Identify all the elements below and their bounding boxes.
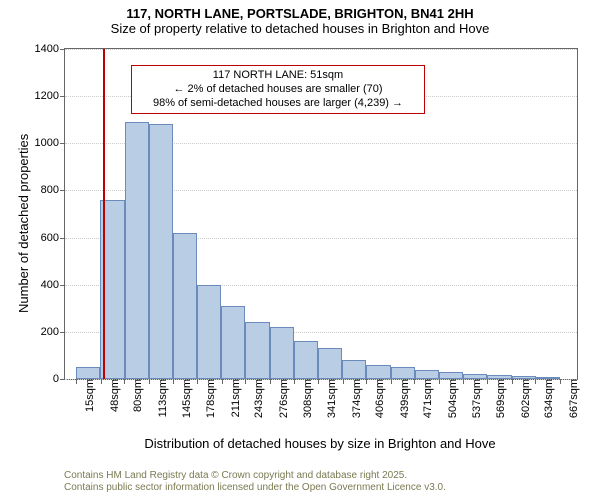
x-tick-label: 211sqm (226, 379, 242, 417)
chart-footer: Contains HM Land Registry data © Crown c… (64, 470, 446, 494)
histogram-bar (125, 122, 149, 379)
footer-line-2: Contains public sector information licen… (64, 482, 446, 494)
x-tick-label: 15sqm (80, 379, 96, 412)
x-tick-label: 634sqm (539, 379, 555, 418)
y-tick-label: 200 (41, 326, 65, 338)
chart-titles: 117, NORTH LANE, PORTSLADE, BRIGHTON, BN… (0, 0, 600, 36)
x-tick (366, 379, 367, 384)
x-tick-label: 471sqm (418, 379, 434, 418)
x-tick (149, 379, 150, 384)
x-tick (512, 379, 513, 384)
x-tick-label: 602sqm (516, 379, 532, 418)
x-axis-title: Distribution of detached houses by size … (64, 436, 576, 451)
x-tick (294, 379, 295, 384)
histogram-bar (270, 327, 294, 379)
x-tick (414, 379, 415, 384)
y-axis-title: Number of detached properties (16, 134, 31, 313)
x-tick-label: 537sqm (467, 379, 483, 418)
x-tick-label: 276sqm (274, 379, 290, 418)
y-tick-label: 800 (41, 184, 65, 196)
x-tick-label: 667sqm (564, 379, 580, 418)
histogram-bar (366, 365, 390, 379)
x-tick (560, 379, 561, 384)
x-tick-label: 113sqm (153, 379, 169, 417)
histogram-bar (149, 124, 173, 379)
x-tick (173, 379, 174, 384)
histogram-bar (197, 285, 221, 379)
x-tick (318, 379, 319, 384)
annotation-line: ← 2% of detached houses are smaller (70) (138, 83, 418, 97)
y-tick-label: 400 (41, 279, 65, 291)
x-tick (124, 379, 125, 384)
x-tick-label: 341sqm (322, 379, 338, 418)
y-tick-label: 1400 (35, 43, 65, 55)
property-marker-line (103, 49, 105, 379)
histogram-bar (173, 233, 197, 379)
x-tick (76, 379, 77, 384)
property-size-histogram: 117, NORTH LANE, PORTSLADE, BRIGHTON, BN… (0, 0, 600, 500)
histogram-bar (391, 367, 415, 379)
annotation-line: 98% of semi-detached houses are larger (… (138, 97, 418, 111)
chart-title-description: Size of property relative to detached ho… (0, 21, 600, 36)
histogram-bar (342, 360, 366, 379)
annotation-line: 117 NORTH LANE: 51sqm (138, 69, 418, 83)
x-tick-label: 308sqm (298, 379, 314, 418)
annotation-box: 117 NORTH LANE: 51sqm← 2% of detached ho… (131, 65, 425, 114)
plot-area: 020040060080010001200140015sqm48sqm80sqm… (64, 48, 578, 380)
y-tick-label: 1200 (35, 90, 65, 102)
y-tick-label: 0 (53, 373, 65, 385)
x-tick-label: 504sqm (443, 379, 459, 418)
x-tick (487, 379, 488, 384)
histogram-bar (439, 372, 463, 379)
x-tick (245, 379, 246, 384)
footer-line-1: Contains HM Land Registry data © Crown c… (64, 470, 446, 482)
x-tick (463, 379, 464, 384)
x-tick (343, 379, 344, 384)
histogram-bar (221, 306, 245, 379)
x-tick-label: 406sqm (370, 379, 386, 418)
x-tick (197, 379, 198, 384)
histogram-bar (415, 370, 439, 379)
x-tick (439, 379, 440, 384)
x-tick (391, 379, 392, 384)
histogram-bar (294, 341, 318, 379)
x-tick-label: 178sqm (201, 379, 217, 418)
histogram-bar (245, 322, 269, 379)
x-tick (535, 379, 536, 384)
x-tick (222, 379, 223, 384)
x-tick-label: 569sqm (491, 379, 507, 418)
x-tick (101, 379, 102, 384)
y-tick-label: 600 (41, 232, 65, 244)
x-tick-label: 374sqm (347, 379, 363, 418)
x-tick-label: 80sqm (128, 379, 144, 412)
histogram-bar (318, 348, 342, 379)
x-tick-label: 439sqm (395, 379, 411, 418)
x-tick (270, 379, 271, 384)
y-tick-label: 1000 (35, 137, 65, 149)
x-tick-label: 243sqm (249, 379, 265, 418)
chart-title-address: 117, NORTH LANE, PORTSLADE, BRIGHTON, BN… (0, 6, 600, 21)
histogram-bar (76, 367, 100, 379)
x-tick-label: 48sqm (105, 379, 121, 412)
y-gridline (65, 49, 577, 50)
x-tick-label: 145sqm (177, 379, 193, 418)
